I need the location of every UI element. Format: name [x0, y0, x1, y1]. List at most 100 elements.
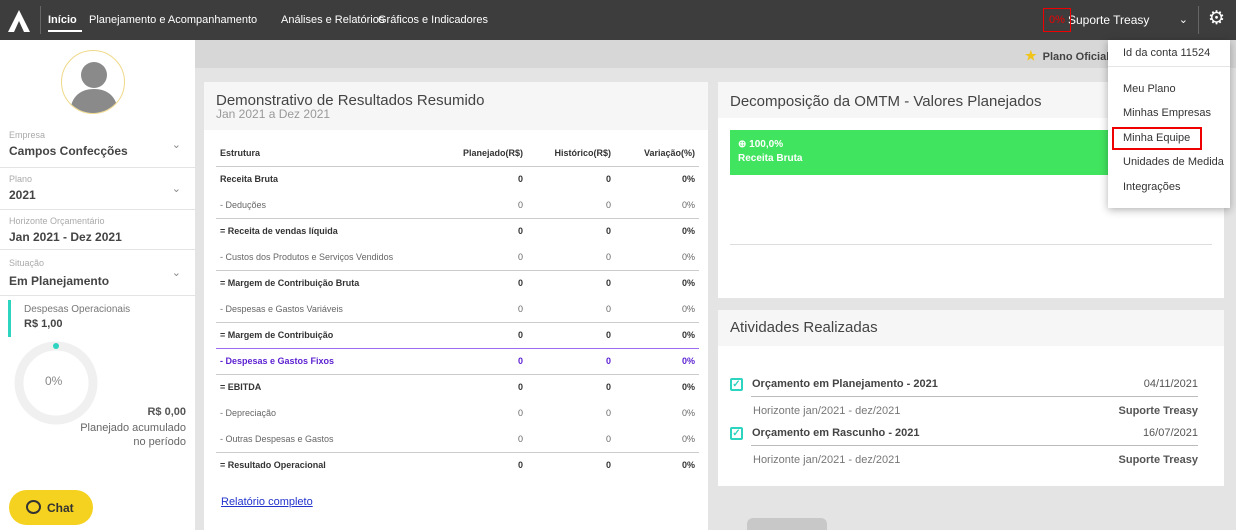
table-row[interactable]: = Margem de Contribuição 0 0 0%	[216, 321, 699, 348]
table-row-selected[interactable]: - Despesas e Gastos Fixos 0 0 0%	[216, 347, 699, 374]
omtm-card-value: 100,0%	[749, 139, 784, 150]
row-label: Receita Bruta	[220, 174, 279, 185]
nav-item-inicio[interactable]: Início	[48, 14, 77, 26]
history-cell: 0	[527, 217, 615, 244]
planned-cell: 0	[422, 451, 527, 478]
activity-horizon: Horizonte jan/2021 - dez/2021	[753, 405, 901, 417]
history-cell: 0	[527, 321, 615, 348]
expense-value: R$ 1,00	[24, 318, 63, 330]
account-id-label: Id da conta 11524	[1123, 47, 1211, 59]
planned-cell: 0	[422, 269, 527, 296]
history-cell: 0	[605, 408, 611, 418]
planned-cell: 0	[517, 303, 523, 314]
table-row[interactable]: Receita Bruta 0 0 0%	[216, 166, 699, 192]
progress-badge[interactable]: 0%	[1043, 8, 1071, 32]
row-label: - Deduções	[220, 199, 267, 210]
user-dropdown-menu: Id da conta 11524 Meu Plano Minhas Empre…	[1108, 40, 1230, 208]
chevron-down-icon: ⌄	[1178, 14, 1188, 26]
highlight-box	[1112, 127, 1202, 150]
star-icon: ★	[1025, 48, 1037, 63]
nav-item-planejamento[interactable]: Planejamento e Acompanhamento	[89, 14, 258, 26]
plan-official-label[interactable]: ★ Plano Oficial	[1025, 48, 1109, 64]
table-row[interactable]: - Despesas e Gastos Variáveis 0 0 0%	[216, 296, 699, 322]
chevron-down-icon: ⌄	[171, 267, 181, 279]
planned-cell: 0	[422, 347, 527, 374]
full-report-link[interactable]: Relatório completo	[221, 496, 313, 508]
menu-item-minha-equipe[interactable]: Minha Equipe	[1123, 132, 1191, 144]
history-cell: 0	[605, 303, 611, 314]
planned-cell: 0	[517, 174, 523, 185]
row-label: = Receita de vendas líquida	[216, 217, 422, 244]
dre-title: Demonstrativo de Resultados Resumido	[216, 92, 485, 109]
row-label: = EBITDA	[216, 373, 422, 400]
plan-selector[interactable]: Plano 2021 ⌄	[0, 168, 195, 210]
chat-label: Chat	[47, 501, 74, 515]
expense-label: Despesas Operacionais	[24, 304, 131, 315]
nav-active-indicator	[48, 30, 82, 32]
row-label: - Depreciação	[220, 408, 277, 418]
top-navbar: Início Planejamento e Acompanhamento Aná…	[0, 0, 1236, 40]
table-row[interactable]: = EBITDA 0 0 0%	[216, 373, 699, 400]
expense-gauge	[14, 341, 98, 425]
history-cell: 0	[527, 347, 615, 374]
bottom-tab-handle[interactable]	[747, 518, 827, 530]
menu-item-minhas-empresas[interactable]: Minhas Empresas	[1123, 107, 1212, 119]
row-label: - Custos dos Produtos e Serviços Vendido…	[220, 251, 394, 262]
planned-cell: 0	[422, 321, 527, 348]
row-label: = Resultado Operacional	[216, 451, 422, 478]
user-menu-button[interactable]: Suporte Treasy ⌄	[1062, 8, 1194, 32]
chevron-down-icon: ⌄	[171, 139, 181, 151]
expense-card[interactable]: Despesas Operacionais R$ 1,00 0% R$ 0,00…	[0, 300, 195, 520]
accent-bar	[8, 300, 11, 337]
horizon-value: Jan 2021 - Dez 2021	[9, 230, 122, 244]
checkbox-checked-icon: ✓	[730, 378, 743, 391]
status-selector[interactable]: Situação Em Planejamento ⌄	[0, 250, 195, 296]
table-row[interactable]: - Custos dos Produtos e Serviços Vendido…	[216, 244, 699, 270]
chat-icon	[26, 500, 41, 514]
divider	[1108, 66, 1230, 67]
activity-user: Suporte Treasy	[1118, 405, 1198, 417]
chat-button[interactable]: Chat	[9, 490, 93, 525]
omtm-card-receita-bruta[interactable]: ⊕ 100,0% Receita Bruta	[730, 130, 1113, 175]
plan-label: Plano	[9, 174, 33, 184]
company-selector[interactable]: Empresa Campos Confecções ⌄	[0, 124, 195, 168]
planned-cell: 0	[422, 373, 527, 400]
horizon-label: Horizonte Orçamentário	[9, 216, 105, 226]
table-row[interactable]: - Depreciação 0 0 0%	[216, 400, 699, 426]
row-label: = Margem de Contribuição Bruta	[216, 269, 422, 296]
column-header: Variação(%)	[615, 140, 699, 167]
activity-item[interactable]: ✓ Orçamento em Planejamento - 2021 04/11…	[730, 378, 1198, 422]
gauge-percent: 0%	[45, 374, 63, 388]
menu-item-meu-plano[interactable]: Meu Plano	[1123, 83, 1176, 95]
history-cell: 0	[605, 433, 611, 444]
table-row[interactable]: = Resultado Operacional 0 0 0%	[216, 451, 699, 478]
variation-cell: 0%	[681, 433, 695, 444]
divider	[730, 244, 1212, 245]
table-row[interactable]: - Outras Despesas e Gastos 0 0 0%	[216, 426, 699, 452]
nav-item-analises[interactable]: Análises e Relatórios	[281, 14, 385, 26]
gauge-caption-line-2: no período	[133, 436, 186, 448]
divider	[751, 396, 1198, 397]
table-row[interactable]: = Receita de vendas líquida 0 0 0%	[216, 217, 699, 244]
history-cell: 0	[527, 451, 615, 478]
column-header: Estrutura	[216, 140, 422, 167]
gear-icon[interactable]: ⚙	[1208, 8, 1226, 29]
avatar[interactable]	[61, 50, 125, 114]
menu-item-unidades-de-medida[interactable]: Unidades de Medida	[1123, 156, 1224, 168]
gauge-caption: Planejado acumulado no período	[60, 421, 186, 449]
treasy-logo[interactable]	[6, 8, 32, 34]
status-label: Situação	[9, 258, 45, 268]
table-row[interactable]: = Margem de Contribuição Bruta 0 0 0%	[216, 269, 699, 296]
planned-cell: 0	[422, 217, 527, 244]
row-label: = Margem de Contribuição	[216, 321, 422, 348]
variation-cell: 0%	[681, 408, 695, 418]
activity-item[interactable]: ✓ Orçamento em Rascunho - 2021 16/07/202…	[730, 427, 1198, 471]
activity-user: Suporte Treasy	[1118, 454, 1198, 466]
planned-cell: 0	[517, 251, 523, 262]
nav-item-graficos[interactable]: Gráficos e Indicadores	[378, 14, 489, 26]
variation-cell: 0%	[615, 269, 699, 296]
menu-item-integracoes[interactable]: Integrações	[1123, 181, 1181, 193]
omtm-title: Decomposição da OMTM - Valores Planejado…	[730, 93, 1042, 110]
variation-cell: 0%	[681, 174, 695, 185]
table-row[interactable]: - Deduções 0 0 0%	[216, 192, 699, 218]
